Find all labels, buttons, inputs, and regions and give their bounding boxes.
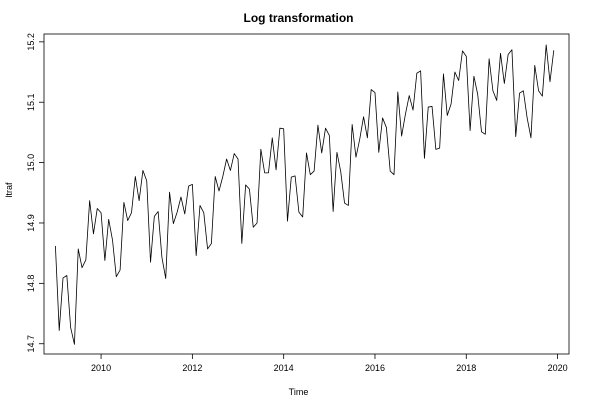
x-axis: 2010 2012 2014 2016 2018 2020 xyxy=(91,354,568,373)
y-tick-label: 14.7 xyxy=(26,335,36,353)
y-axis: 14.7 14.8 14.9 15.0 15.1 15.2 xyxy=(26,33,44,353)
chart-title: Log transformation xyxy=(244,11,354,25)
y-tick-label: 14.8 xyxy=(26,275,36,293)
plot-area-frame xyxy=(43,33,570,355)
x-tick-label: 2012 xyxy=(182,363,202,373)
x-axis-label: Time xyxy=(289,387,309,397)
x-tick-label: 2018 xyxy=(456,363,476,373)
y-tick-label: 14.9 xyxy=(26,214,36,232)
x-tick-label: 2016 xyxy=(365,363,385,373)
y-tick-label: 15.0 xyxy=(26,154,36,172)
y-axis-label: ltraf xyxy=(4,182,14,198)
y-tick-label: 15.2 xyxy=(26,33,36,51)
series-layer xyxy=(55,44,555,345)
series-line xyxy=(55,44,555,345)
y-tick-label: 15.1 xyxy=(26,93,36,111)
x-tick-label: 2010 xyxy=(91,363,111,373)
x-tick-label: 2020 xyxy=(548,363,568,373)
x-tick-label: 2014 xyxy=(274,363,294,373)
